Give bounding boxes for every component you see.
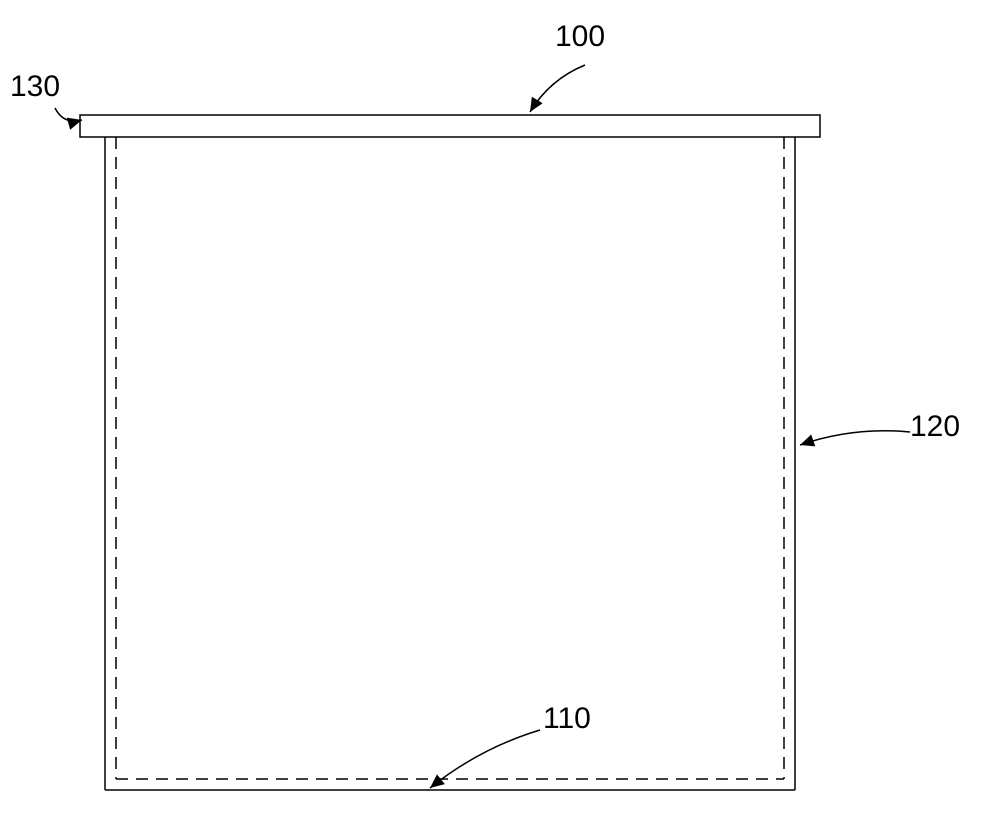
label-100: 100 bbox=[555, 20, 605, 54]
label-120: 120 bbox=[910, 410, 960, 444]
label-110: 110 bbox=[543, 702, 591, 736]
label-130: 130 bbox=[10, 70, 60, 104]
